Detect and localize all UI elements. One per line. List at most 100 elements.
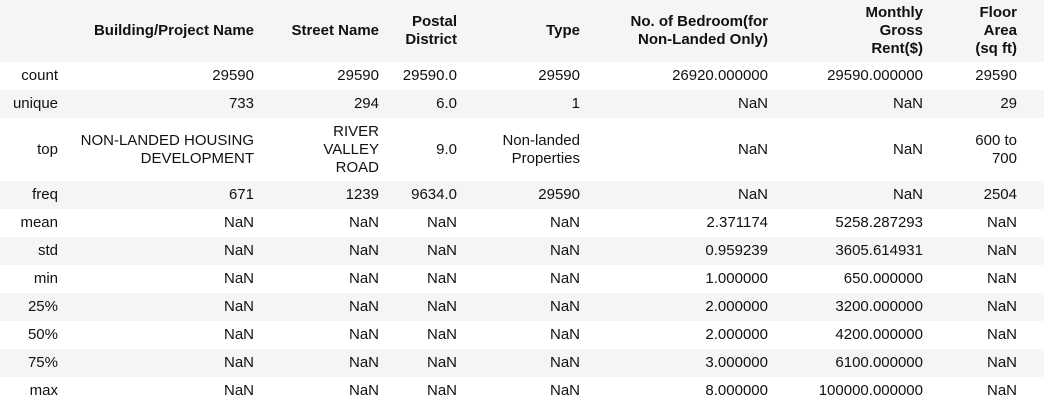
row-label: max bbox=[29, 382, 58, 399]
table-row: unique 733 294 6.0 1 NaN NaN 29 bbox=[0, 90, 1044, 118]
cell-monthly-gross-rent: 29590.000000 bbox=[827, 67, 923, 84]
cell-street-name: NaN bbox=[348, 382, 379, 399]
cell-type: NaN bbox=[549, 214, 580, 231]
table-row: 50% NaN NaN NaN NaN 2.000000 4200.000000 NaN bbox=[0, 321, 1044, 349]
cell-street-name: 1239 bbox=[345, 186, 379, 203]
column-header-street-name: Street Name bbox=[281, 0, 388, 62]
cell-floor-area: NaN bbox=[986, 214, 1017, 231]
table-row: min NaN NaN NaN NaN 1.000000 650.000000 NaN bbox=[0, 265, 1044, 293]
cell-floor-area: 600 to 700 bbox=[975, 131, 1017, 167]
cell-building-project-name: NaN bbox=[223, 326, 254, 343]
cell-building-project-name: 29590 bbox=[212, 67, 254, 84]
table-row: top NON-LANDED HOUSING DEVELOPMENT RIVER V… bbox=[0, 118, 1044, 181]
cell-street-name: NaN bbox=[348, 326, 379, 343]
cell-postal-district: NaN bbox=[426, 354, 457, 371]
table-row: std NaN NaN NaN NaN 0.959239 3605.614931 NaN bbox=[0, 237, 1044, 265]
cell-monthly-gross-rent: NaN bbox=[892, 95, 923, 112]
row-label: std bbox=[37, 242, 58, 259]
cell-floor-area: NaN bbox=[986, 298, 1017, 315]
cell-bedrooms: 2.000000 bbox=[705, 326, 768, 343]
cell-street-name: NaN bbox=[348, 270, 379, 287]
row-label: 75% bbox=[27, 354, 58, 371]
cell-building-project-name: NaN bbox=[223, 242, 254, 259]
cell-bedrooms: NaN bbox=[737, 95, 768, 112]
column-header-floor-area: Floor Area (sq ft) bbox=[950, 0, 1044, 62]
cell-street-name: 29590 bbox=[337, 67, 379, 84]
table-row: mean NaN NaN NaN NaN 2.371174 5258.287293 NaN bbox=[0, 209, 1044, 237]
cell-building-project-name: NaN bbox=[223, 298, 254, 315]
cell-postal-district: 29590.0 bbox=[402, 67, 457, 84]
cell-monthly-gross-rent: 650.000000 bbox=[843, 270, 923, 287]
cell-street-name: NaN bbox=[348, 214, 379, 231]
cell-postal-district: 9.0 bbox=[436, 140, 457, 158]
cell-monthly-gross-rent: 4200.000000 bbox=[835, 326, 923, 343]
cell-monthly-gross-rent: 6100.000000 bbox=[835, 354, 923, 371]
cell-type: Non-landed Properties bbox=[502, 131, 580, 167]
column-header-type: Type bbox=[484, 0, 607, 62]
cell-floor-area: NaN bbox=[986, 326, 1017, 343]
table-row: 25% NaN NaN NaN NaN 2.000000 3200.000000 NaN bbox=[0, 293, 1044, 321]
cell-bedrooms: NaN bbox=[737, 186, 768, 203]
cell-floor-area: 2504 bbox=[983, 186, 1017, 203]
cell-type: NaN bbox=[549, 326, 580, 343]
cell-postal-district: 9634.0 bbox=[411, 186, 457, 203]
cell-postal-district: NaN bbox=[426, 270, 457, 287]
row-label: freq bbox=[32, 186, 58, 203]
cell-type: NaN bbox=[549, 270, 580, 287]
cell-building-project-name: NaN bbox=[223, 270, 254, 287]
cell-type: NaN bbox=[549, 298, 580, 315]
cell-postal-district: NaN bbox=[426, 214, 457, 231]
table-row: freq 671 1239 9634.0 29590 NaN NaN 2504 bbox=[0, 181, 1044, 209]
row-label: count bbox=[21, 67, 58, 84]
cell-type: NaN bbox=[549, 382, 580, 399]
cell-postal-district: NaN bbox=[426, 326, 457, 343]
cell-street-name: NaN bbox=[348, 242, 379, 259]
cell-monthly-gross-rent: 5258.287293 bbox=[835, 214, 923, 231]
header-row: Building/Project Name Street Name Postal… bbox=[0, 0, 1044, 62]
row-label: 25% bbox=[27, 298, 58, 315]
cell-floor-area: 29590 bbox=[975, 67, 1017, 84]
row-label: unique bbox=[12, 95, 58, 112]
cell-building-project-name: NaN bbox=[223, 382, 254, 399]
cell-floor-area: 29 bbox=[1000, 95, 1017, 112]
column-header-postal-district: Postal District bbox=[388, 0, 484, 62]
cell-monthly-gross-rent: 3200.000000 bbox=[835, 298, 923, 315]
cell-postal-district: NaN bbox=[426, 382, 457, 399]
table-row: max NaN NaN NaN NaN 8.000000 100000.000000 NaN bbox=[0, 377, 1044, 405]
cell-bedrooms: 1.000000 bbox=[705, 270, 768, 287]
cell-monthly-gross-rent: NaN bbox=[892, 186, 923, 203]
cell-bedrooms: 2.000000 bbox=[705, 298, 768, 315]
cell-type: NaN bbox=[549, 242, 580, 259]
column-header-building-project-name: Building/Project Name bbox=[68, 0, 281, 62]
cell-bedrooms: 0.959239 bbox=[705, 242, 768, 259]
column-header-bedrooms: No. of Bedroom(for Non-Landed Only) bbox=[607, 0, 795, 62]
cell-floor-area: NaN bbox=[986, 382, 1017, 399]
cell-postal-district: NaN bbox=[426, 242, 457, 259]
cell-monthly-gross-rent: NaN bbox=[892, 140, 923, 158]
cell-building-project-name: NON-LANDED HOUSING DEVELOPMENT bbox=[80, 131, 254, 167]
cell-type: 1 bbox=[571, 95, 580, 112]
cell-type: 29590 bbox=[538, 67, 580, 84]
row-label: top bbox=[37, 140, 58, 158]
cell-bedrooms: NaN bbox=[737, 140, 768, 158]
row-label: 50% bbox=[27, 326, 58, 343]
cell-postal-district: NaN bbox=[426, 298, 457, 315]
cell-street-name: NaN bbox=[348, 298, 379, 315]
row-label: min bbox=[33, 270, 58, 287]
cell-building-project-name: 733 bbox=[228, 95, 254, 112]
cell-floor-area: NaN bbox=[986, 354, 1017, 371]
cell-floor-area: NaN bbox=[986, 242, 1017, 259]
column-header-monthly-gross-rent: Monthly Gross Rent($) bbox=[795, 0, 950, 62]
cell-floor-area: NaN bbox=[986, 270, 1017, 287]
cell-building-project-name: 671 bbox=[228, 186, 254, 203]
cell-type: 29590 bbox=[538, 186, 580, 203]
cell-monthly-gross-rent: 100000.000000 bbox=[818, 382, 923, 399]
table-row: count 29590 29590 29590.0 29590 26920.000000 2… bbox=[0, 62, 1044, 90]
cell-street-name: RIVER VALLEY ROAD bbox=[323, 122, 379, 176]
cell-bedrooms: 2.371174 bbox=[706, 214, 768, 231]
cell-street-name: 294 bbox=[353, 95, 379, 112]
cell-building-project-name: NaN bbox=[223, 354, 254, 371]
cell-postal-district: 6.0 bbox=[436, 95, 457, 112]
cell-bedrooms: 8.000000 bbox=[705, 382, 768, 399]
